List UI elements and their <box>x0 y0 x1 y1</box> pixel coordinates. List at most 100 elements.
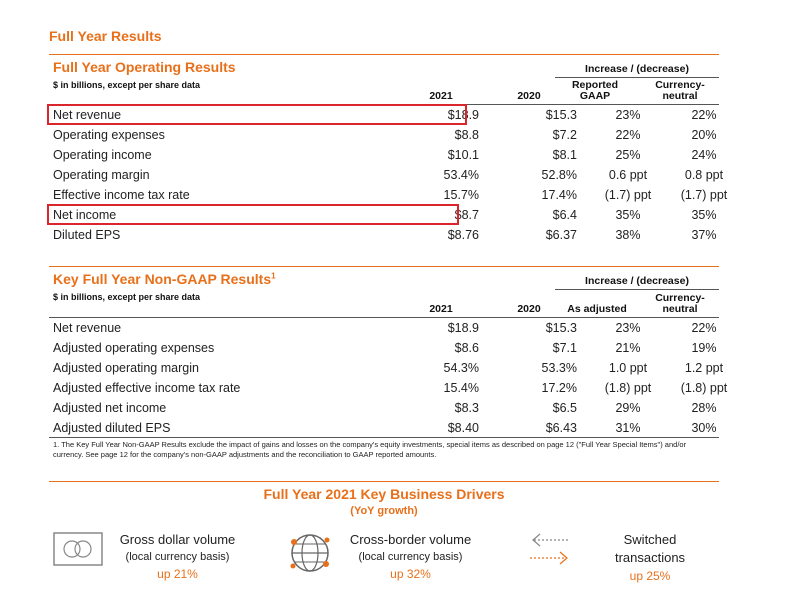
table-row: Diluted EPS $8.76 $6.37 38% 37% <box>49 225 719 245</box>
value-2020: $6.5 <box>552 401 577 415</box>
value-currency-neutral: 28% <box>691 401 717 415</box>
row-label: Operating margin <box>53 168 150 182</box>
value-2020: $7.2 <box>552 128 577 142</box>
driver-value: up 32% <box>390 567 431 581</box>
value-currency-neutral: 22% <box>691 108 717 122</box>
nongaap-results-section: Key Full Year Non-GAAP Results1 $ in bil… <box>49 262 727 442</box>
value-2020: $6.4 <box>552 208 577 222</box>
net-income-highlight <box>47 204 459 225</box>
value-2021: $8.7 <box>454 208 479 222</box>
row-label: Diluted EPS <box>53 228 121 242</box>
value-2021: $18.9 <box>447 321 479 335</box>
value-currency-neutral: 24% <box>691 148 717 162</box>
value-change: 31% <box>615 421 641 435</box>
value-2021: 53.4% <box>443 168 479 182</box>
row-label: Adjusted effective income tax rate <box>53 381 241 395</box>
value-change: 22% <box>615 128 641 142</box>
nongaap-col-2021: 2021 <box>429 303 453 315</box>
col-2021: 2021 <box>429 90 453 102</box>
value-2021: $8.6 <box>454 341 479 355</box>
value-2020: 17.2% <box>541 381 577 395</box>
driver-line2: (local currency basis) <box>358 551 463 563</box>
value-2021: $18.9 <box>447 108 479 122</box>
value-2021: $10.1 <box>447 148 479 162</box>
value-2020: $8.1 <box>552 148 577 162</box>
table-row: Operating margin 53.4% 52.8% 0.6 ppt 0.8 ppt <box>49 165 723 185</box>
value-2020: $6.43 <box>545 421 577 435</box>
value-2021: 15.4% <box>443 381 479 395</box>
operating-subtitle: $ in billions, except per share data <box>53 80 201 90</box>
value-change: (1.8) ppt <box>604 381 652 395</box>
row-label: Net revenue <box>53 108 122 122</box>
table-row: Effective income tax rate 15.7% 17.4% (1.7)… <box>49 185 727 205</box>
drivers-top-rule <box>49 481 719 482</box>
value-2021: 15.7% <box>443 188 479 202</box>
nongaap-top-rule <box>49 266 719 267</box>
table-row: Operating expenses $8.8 $7.2 22% 20% <box>49 125 719 145</box>
nongaap-col-currency-neutral: Currency-neutral <box>655 292 705 315</box>
table-row: Adjusted operating margin 54.3% 53.3% 1.0 p… <box>49 358 723 378</box>
value-change: 21% <box>615 341 641 355</box>
value-2020: 17.4% <box>541 188 577 202</box>
top-rule <box>49 54 719 55</box>
value-2020: 52.8% <box>541 168 577 182</box>
value-currency-neutral: 0.8 ppt <box>684 168 724 182</box>
value-currency-neutral: 1.2 ppt <box>684 361 724 375</box>
value-currency-neutral: 22% <box>691 321 717 335</box>
value-currency-neutral: 35% <box>691 208 717 222</box>
driver-value: up 21% <box>157 567 198 581</box>
col-as-adjusted: As adjusted <box>567 303 627 315</box>
value-currency-neutral: 30% <box>691 421 717 435</box>
driver-line2: (local currency basis) <box>125 551 230 563</box>
row-label: Operating income <box>53 148 152 162</box>
nongaap-increase-header: Increase / (decrease) <box>585 275 689 287</box>
globe-icon <box>290 534 330 572</box>
value-change: 0.6 ppt <box>608 168 648 182</box>
value-2021: $8.40 <box>447 421 479 435</box>
card-icon <box>53 532 103 566</box>
table-row: Adjusted operating expenses $8.6 $7.1 21% 19… <box>49 338 719 358</box>
row-label: Adjusted diluted EPS <box>53 421 171 435</box>
value-2020: $15.3 <box>545 108 577 122</box>
table-row: Adjusted net income $8.3 $6.5 29% 28% <box>49 398 719 418</box>
nongaap-increase-underline <box>555 289 719 290</box>
arrows-icon <box>530 533 570 565</box>
nongaap-bottom-rule <box>49 437 719 438</box>
driver-switched-transactions: Switched transactions up 25% <box>590 532 710 583</box>
value-2021: $8.76 <box>447 228 479 242</box>
nongaap-header-rule <box>49 317 719 318</box>
nongaap-subtitle: $ in billions, except per share data <box>53 292 201 302</box>
row-label: Operating expenses <box>53 128 165 142</box>
value-change: 23% <box>615 108 641 122</box>
nongaap-col-2020: 2020 <box>517 303 541 315</box>
value-2020: $6.37 <box>545 228 577 242</box>
drivers-subtitle: (YoY growth) <box>350 505 418 517</box>
table-row: Net revenue $18.9 $15.3 23% 22% <box>49 105 719 125</box>
operating-title: Full Year Operating Results <box>53 59 236 75</box>
driver-line2: transactions <box>614 550 686 565</box>
value-change: 1.0 ppt <box>608 361 648 375</box>
row-label: Adjusted net income <box>53 401 167 415</box>
value-2021: 54.3% <box>443 361 479 375</box>
row-label: Net income <box>53 208 117 222</box>
value-currency-neutral: (1.7) ppt <box>680 188 728 202</box>
page-title: Full Year Results <box>49 28 162 44</box>
value-2021: $8.3 <box>454 401 479 415</box>
row-label: Net revenue <box>53 321 122 335</box>
value-currency-neutral: (1.8) ppt <box>680 381 728 395</box>
net-revenue-highlight <box>47 104 467 125</box>
table-row: Operating income $10.1 $8.1 25% 24% <box>49 145 719 165</box>
row-label: Adjusted operating expenses <box>53 341 215 355</box>
col-currency-neutral: Currency-neutral <box>655 79 705 102</box>
value-change: (1.7) ppt <box>604 188 652 202</box>
value-2020: $15.3 <box>545 321 577 335</box>
increase-header: Increase / (decrease) <box>585 63 689 75</box>
table-row: Net income $8.7 $6.4 35% 35% <box>49 205 719 225</box>
driver-cross-border-volume: Cross-border volume (local currency basi… <box>338 532 483 581</box>
value-2020: $7.1 <box>552 341 577 355</box>
value-currency-neutral: 20% <box>691 128 717 142</box>
footnote: 1. The Key Full Year Non-GAAP Results ex… <box>53 440 687 459</box>
value-change: 35% <box>615 208 641 222</box>
table-row: Net revenue $18.9 $15.3 23% 22% <box>49 318 719 338</box>
col-2020: 2020 <box>517 90 541 102</box>
